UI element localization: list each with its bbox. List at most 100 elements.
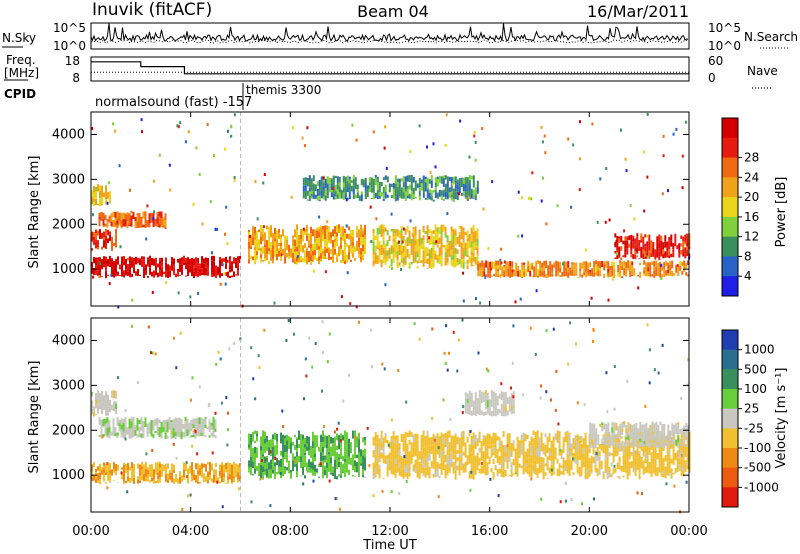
data-cell bbox=[208, 435, 211, 438]
data-cell bbox=[426, 237, 429, 243]
data-cell bbox=[263, 173, 266, 176]
data-cell bbox=[402, 192, 405, 199]
data-cell bbox=[374, 432, 377, 435]
data-cell bbox=[682, 241, 685, 250]
data-cell bbox=[422, 251, 425, 258]
data-cell bbox=[450, 186, 453, 192]
data-cell bbox=[392, 241, 395, 248]
data-cell bbox=[530, 463, 533, 469]
data-cell bbox=[91, 400, 93, 403]
data-cell bbox=[380, 244, 383, 250]
data-cell bbox=[448, 447, 451, 453]
data-cell bbox=[354, 181, 357, 190]
data-cell bbox=[631, 444, 634, 448]
data-cell bbox=[619, 270, 622, 275]
data-cell bbox=[406, 432, 409, 438]
data-cell bbox=[622, 464, 625, 472]
data-cell bbox=[268, 251, 270, 255]
data-cell bbox=[452, 199, 455, 202]
data-cell bbox=[97, 188, 99, 192]
data-cell bbox=[191, 475, 193, 482]
data-cell bbox=[418, 124, 421, 128]
data-cell bbox=[223, 258, 225, 262]
data-cell bbox=[591, 122, 594, 126]
data-cell bbox=[356, 462, 358, 467]
data-cell bbox=[169, 265, 171, 271]
data-cell bbox=[91, 248, 93, 251]
data-cell bbox=[464, 188, 467, 192]
data-cell bbox=[322, 455, 324, 461]
data-cell bbox=[362, 455, 364, 462]
data-cell bbox=[306, 469, 309, 473]
data-cell bbox=[432, 249, 435, 256]
data-cell bbox=[472, 473, 475, 480]
data-cell bbox=[306, 177, 309, 181]
data-cell bbox=[422, 263, 425, 267]
data-cell bbox=[667, 269, 670, 273]
data-cell bbox=[310, 247, 312, 256]
data-cell bbox=[130, 421, 133, 429]
colorbar-swatch bbox=[722, 389, 738, 410]
data-cell bbox=[103, 264, 105, 268]
data-cell bbox=[462, 405, 465, 409]
data-cell bbox=[503, 267, 506, 271]
data-cell bbox=[264, 463, 266, 470]
data-cell bbox=[410, 244, 413, 249]
data-cell bbox=[504, 474, 507, 477]
data-cell bbox=[376, 461, 379, 464]
data-cell bbox=[376, 227, 379, 235]
data-cell bbox=[175, 474, 177, 478]
data-cell bbox=[364, 453, 366, 458]
data-cell bbox=[210, 432, 213, 437]
data-cell bbox=[352, 179, 355, 186]
data-cell bbox=[384, 125, 387, 129]
data-cell bbox=[314, 471, 316, 476]
data-cell bbox=[585, 261, 588, 269]
data-cell bbox=[382, 440, 385, 448]
data-cell bbox=[390, 195, 393, 198]
data-cell bbox=[651, 274, 654, 277]
data-cell bbox=[358, 242, 360, 247]
data-cell bbox=[211, 451, 214, 455]
data-cell bbox=[474, 257, 477, 260]
data-cell bbox=[126, 431, 129, 435]
data-cell bbox=[373, 465, 376, 468]
data-cell bbox=[500, 468, 503, 475]
data-cell bbox=[165, 281, 167, 285]
data-cell bbox=[332, 472, 334, 476]
data-cell bbox=[103, 480, 105, 482]
data-cell bbox=[539, 261, 542, 264]
data-cell bbox=[280, 246, 282, 254]
data-cell bbox=[124, 424, 127, 428]
data-cell bbox=[445, 113, 448, 117]
data-cell bbox=[382, 224, 385, 229]
noise-tick-top-left: 10^5 bbox=[53, 21, 86, 35]
data-cell bbox=[466, 393, 469, 397]
data-cell bbox=[292, 126, 294, 130]
data-cell bbox=[101, 204, 103, 206]
data-cell bbox=[440, 190, 443, 196]
data-cell bbox=[215, 362, 218, 366]
data-cell bbox=[378, 446, 381, 455]
data-cell bbox=[424, 453, 427, 457]
data-cell bbox=[592, 328, 595, 332]
data-cell bbox=[409, 150, 412, 153]
power-colorbar-label: Power [dB] bbox=[774, 177, 789, 248]
data-cell bbox=[394, 458, 397, 464]
data-cell bbox=[446, 441, 449, 450]
data-cell bbox=[630, 254, 633, 258]
y-tick-label: 4000 bbox=[52, 127, 85, 142]
data-cell bbox=[199, 272, 201, 276]
data-cell bbox=[637, 428, 640, 434]
data-cell bbox=[484, 463, 487, 466]
data-cell bbox=[598, 450, 601, 457]
data-cell bbox=[418, 229, 421, 236]
data-cell bbox=[408, 451, 411, 460]
data-cell bbox=[330, 241, 332, 244]
data-cell bbox=[687, 260, 690, 265]
data-cell bbox=[440, 443, 443, 451]
data-cell bbox=[416, 433, 419, 441]
data-cell bbox=[336, 433, 338, 441]
data-cell bbox=[444, 438, 447, 441]
data-cell bbox=[566, 442, 569, 446]
